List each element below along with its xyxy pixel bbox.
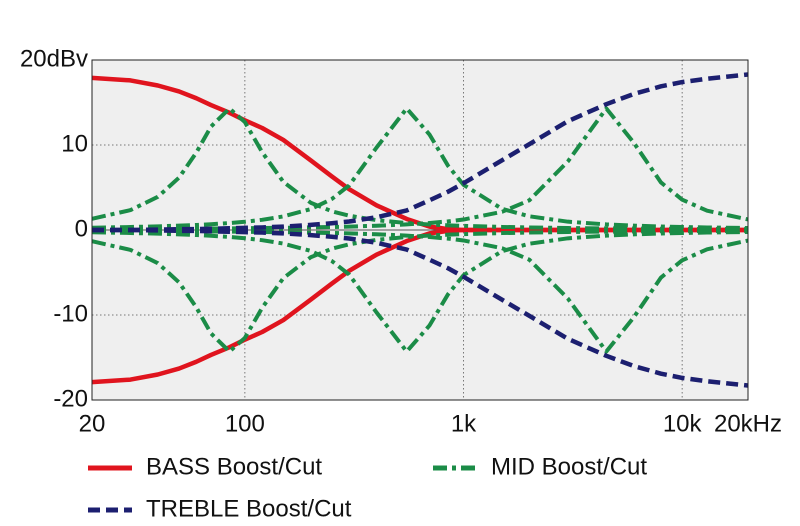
series-line: [92, 227, 749, 388]
legend-label: BASS Boost/Cut: [146, 453, 322, 480]
series-line: [91, 106, 749, 232]
plot-frame: [91, 59, 749, 401]
legend-label: TREBLE Boost/Cut: [146, 495, 352, 522]
x-tick-label: 20kHz: [714, 410, 782, 437]
legend-label: MID Boost/Cut: [491, 453, 647, 480]
y-tick-label: 10: [61, 130, 88, 157]
y-tick-label: 20dBv: [20, 45, 88, 72]
series-line: [91, 229, 749, 354]
x-tick-label: 10k: [663, 410, 703, 437]
series-line: [91, 106, 749, 232]
x-tick-label: 1k: [451, 410, 477, 437]
series-line: [91, 106, 749, 231]
y-tick-label: -20: [53, 385, 88, 412]
x-tick-label: 20: [79, 410, 106, 437]
y-tick-label: 0: [75, 215, 88, 242]
y-tick-label: -10: [53, 300, 88, 327]
series-line: [91, 228, 749, 354]
series-line: [91, 228, 749, 354]
x-tick-label: 100: [225, 410, 265, 437]
